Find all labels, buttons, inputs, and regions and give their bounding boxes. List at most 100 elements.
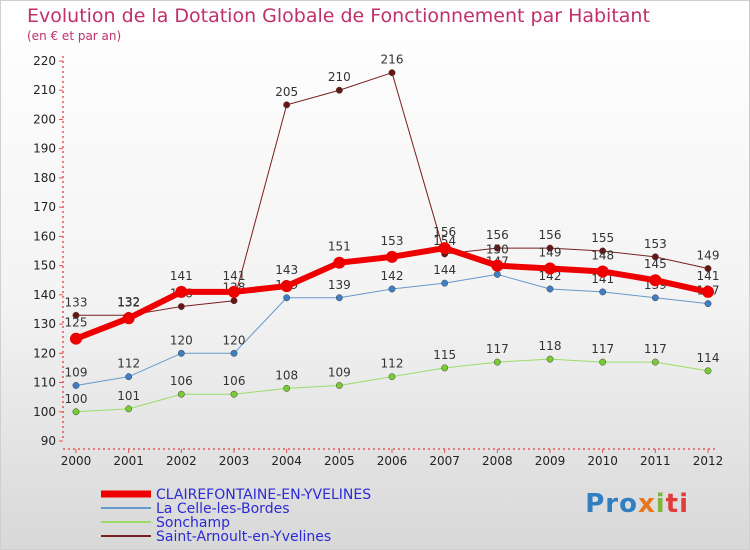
- data-label-sonchamp: 114: [697, 351, 720, 365]
- legend-label-clairefontaine-en-yvelines: CLAIREFONTAINE-EN-YVELINES: [156, 487, 371, 503]
- data-label-la-celle-les-bordes: 142: [539, 269, 562, 283]
- data-label-la-celle-les-bordes: 109: [65, 365, 88, 379]
- data-point-saint-arnoult-en-yvelines: [651, 253, 659, 261]
- x-tick-label: 2004: [271, 454, 302, 468]
- data-point-la-celle-les-bordes: [704, 300, 712, 308]
- data-label-clairefontaine-en-yvelines: 132: [117, 295, 140, 309]
- data-point-la-celle-les-bordes: [388, 285, 396, 293]
- data-label-clairefontaine-en-yvelines: 141: [697, 269, 720, 283]
- data-point-la-celle-les-bordes: [177, 349, 185, 357]
- data-label-saint-arnoult-en-yvelines: 205: [275, 85, 298, 99]
- legend-label-la-celle-les-bordes: La Celle-les-Bordes: [156, 501, 290, 517]
- x-tick-label: 2009: [535, 454, 566, 468]
- data-point-sonchamp: [177, 390, 185, 398]
- data-point-la-celle-les-bordes: [546, 285, 554, 293]
- data-point-sonchamp: [704, 367, 712, 375]
- x-tick-label: 2007: [429, 454, 460, 468]
- chart-subtitle: (en € et par an): [27, 29, 122, 43]
- data-label-sonchamp: 117: [591, 342, 614, 356]
- data-label-sonchamp: 112: [381, 357, 404, 371]
- data-point-clairefontaine-en-yvelines: [175, 285, 188, 298]
- y-tick-label: 120: [33, 346, 56, 360]
- data-point-la-celle-les-bordes: [599, 288, 607, 296]
- data-point-sonchamp: [493, 358, 501, 366]
- y-tick-label: 210: [33, 83, 56, 97]
- data-label-saint-arnoult-en-yvelines: 133: [65, 295, 88, 309]
- data-label-la-celle-les-bordes: 120: [170, 333, 193, 347]
- data-label-clairefontaine-en-yvelines: 150: [486, 243, 509, 257]
- y-tick-label: 110: [33, 376, 56, 390]
- data-label-sonchamp: 101: [117, 389, 140, 403]
- data-point-la-celle-les-bordes: [72, 382, 80, 389]
- data-point-la-celle-les-bordes: [493, 270, 501, 278]
- data-point-la-celle-les-bordes: [651, 294, 659, 302]
- data-label-la-celle-les-bordes: 142: [381, 269, 404, 283]
- data-label-clairefontaine-en-yvelines: 156: [433, 225, 456, 239]
- data-point-sonchamp: [335, 382, 343, 389]
- data-label-la-celle-les-bordes: 144: [433, 263, 456, 277]
- data-point-sonchamp: [441, 364, 449, 372]
- data-point-sonchamp: [546, 355, 554, 363]
- x-tick-label: 2012: [693, 454, 724, 468]
- legend-label-saint-arnoult-en-yvelines: Saint-Arnoult-en-Yvelines: [156, 529, 331, 545]
- data-label-clairefontaine-en-yvelines: 141: [223, 269, 246, 283]
- data-label-clairefontaine-en-yvelines: 153: [381, 234, 404, 248]
- data-point-saint-arnoult-en-yvelines: [72, 311, 80, 319]
- proxiti-logo: Proxiti: [585, 489, 689, 519]
- data-label-saint-arnoult-en-yvelines: 156: [486, 228, 509, 242]
- y-tick-label: 220: [33, 54, 56, 68]
- data-label-saint-arnoult-en-yvelines: 132: [117, 295, 140, 309]
- data-label-saint-arnoult-en-yvelines: 155: [591, 231, 614, 245]
- data-point-saint-arnoult-en-yvelines: [704, 265, 712, 272]
- data-point-saint-arnoult-en-yvelines: [546, 244, 554, 252]
- x-tick-label: 2005: [324, 454, 355, 468]
- data-label-sonchamp: 117: [486, 342, 509, 356]
- data-point-clairefontaine-en-yvelines: [649, 274, 662, 287]
- y-tick-label: 150: [33, 259, 56, 273]
- x-tick-label: 2008: [482, 454, 513, 468]
- data-label-sonchamp: 117: [644, 342, 667, 356]
- x-tick-label: 2011: [640, 454, 671, 468]
- data-label-sonchamp: 118: [539, 339, 562, 353]
- data-label-clairefontaine-en-yvelines: 141: [170, 269, 193, 283]
- y-tick-label: 130: [33, 317, 56, 331]
- data-point-la-celle-les-bordes: [441, 279, 449, 287]
- data-point-saint-arnoult-en-yvelines: [493, 244, 501, 252]
- data-point-clairefontaine-en-yvelines: [491, 259, 504, 272]
- data-point-clairefontaine-en-yvelines: [596, 265, 609, 278]
- data-point-saint-arnoult-en-yvelines: [283, 101, 291, 109]
- data-point-la-celle-les-bordes: [125, 373, 133, 381]
- data-point-saint-arnoult-en-yvelines: [177, 303, 185, 310]
- x-tick-label: 2002: [166, 454, 197, 468]
- data-point-saint-arnoult-en-yvelines: [388, 69, 396, 77]
- data-label-clairefontaine-en-yvelines: 149: [539, 246, 562, 260]
- data-label-saint-arnoult-en-yvelines: 149: [697, 249, 720, 263]
- x-tick-label: 2006: [377, 454, 408, 468]
- data-label-sonchamp: 109: [328, 365, 351, 379]
- data-label-la-celle-les-bordes: 120: [223, 333, 246, 347]
- data-label-la-celle-les-bordes: 112: [117, 357, 140, 371]
- data-label-clairefontaine-en-yvelines: 151: [328, 240, 351, 254]
- data-point-sonchamp: [599, 358, 607, 366]
- x-tick-label: 2000: [61, 454, 92, 468]
- data-label-clairefontaine-en-yvelines: 145: [644, 257, 667, 271]
- data-label-saint-arnoult-en-yvelines: 216: [381, 53, 404, 67]
- data-label-saint-arnoult-en-yvelines: 154: [433, 234, 456, 248]
- data-point-clairefontaine-en-yvelines: [702, 285, 714, 298]
- data-point-clairefontaine-en-yvelines: [438, 242, 451, 255]
- data-point-la-celle-les-bordes: [335, 294, 343, 302]
- data-point-clairefontaine-en-yvelines: [122, 312, 135, 325]
- y-tick-label: 170: [33, 200, 56, 214]
- data-point-clairefontaine-en-yvelines: [70, 332, 82, 345]
- data-point-clairefontaine-en-yvelines: [228, 285, 240, 298]
- x-tick-label: 2003: [219, 454, 250, 468]
- data-point-clairefontaine-en-yvelines: [544, 262, 556, 275]
- data-point-la-celle-les-bordes: [283, 294, 291, 302]
- data-point-clairefontaine-en-yvelines: [386, 250, 398, 263]
- y-tick-label: 200: [33, 112, 56, 126]
- data-label-clairefontaine-en-yvelines: 125: [65, 316, 88, 330]
- data-point-sonchamp: [283, 384, 291, 392]
- data-label-clairefontaine-en-yvelines: 143: [275, 263, 298, 277]
- y-tick-label: 160: [33, 229, 56, 243]
